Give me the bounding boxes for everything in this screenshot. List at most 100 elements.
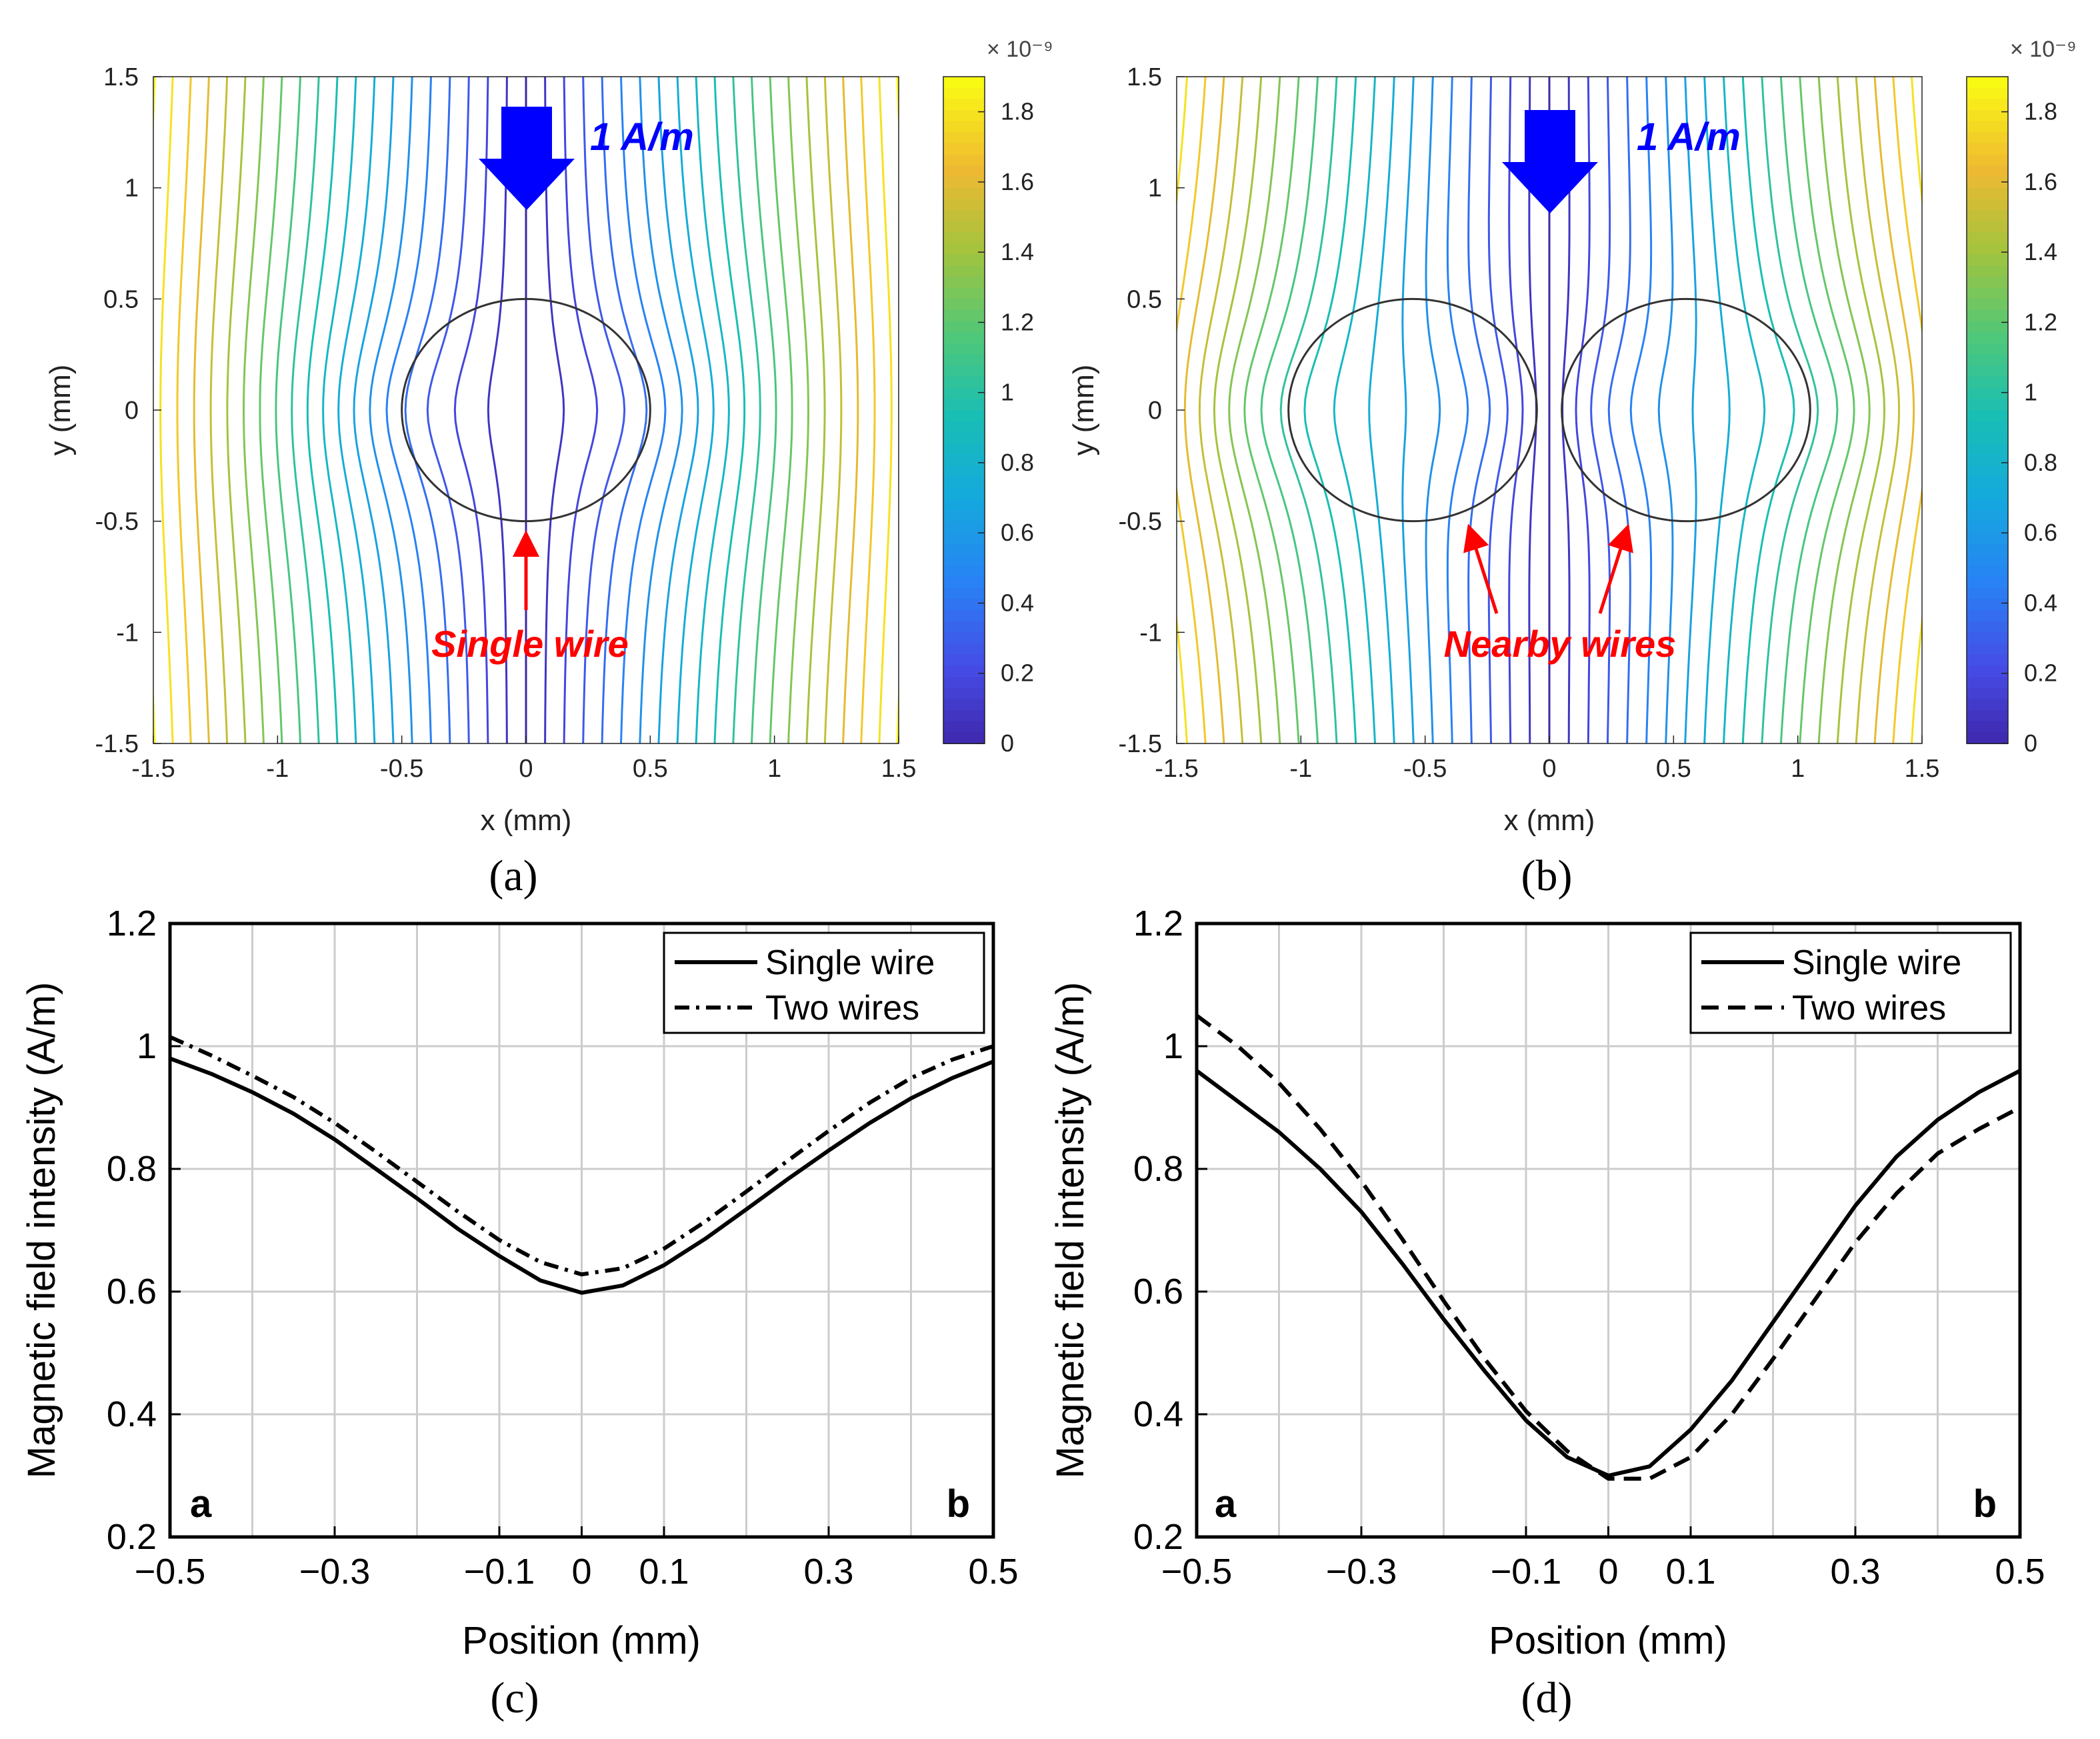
colorbar-cell <box>1967 321 2008 333</box>
contour-line <box>1508 77 1524 743</box>
colorbar-tick-label: 0.4 <box>1001 589 1034 616</box>
colorbar-cell <box>1967 243 2008 255</box>
contour-line <box>1260 77 1319 743</box>
contour-line <box>1303 77 1357 743</box>
contour-line <box>695 77 730 743</box>
x-tick-label: -1.5 <box>1155 755 1198 783</box>
colorbar-cell <box>1967 532 2008 544</box>
colorbar-frame <box>1966 76 2009 744</box>
y-tick-label: 0 <box>125 397 139 425</box>
contour-line <box>426 77 470 743</box>
contour-line <box>1873 77 1915 743</box>
contour-line <box>193 77 210 743</box>
y-tick-label: 1.5 <box>1127 63 1162 91</box>
corner-label-right-d: b <box>1973 1482 1997 1526</box>
x-axis-label-b: x (mm) <box>1504 804 1595 837</box>
line-panel-d: −0.5 −0.3 −0.1 0 0.1 0.3 0.5 0.20.40.60.811.2 … <box>1049 904 2045 1722</box>
contour-line <box>639 77 683 743</box>
colorbar-cell <box>1967 421 2008 433</box>
colorbar-cell <box>1967 277 2008 289</box>
x-ticks-a: -1.5 -1 -0.5 0 0.5 1 1.5 <box>131 735 916 783</box>
caption-c: (c) <box>490 1674 539 1722</box>
colorbar-cell <box>943 499 985 511</box>
contour-line <box>306 77 339 743</box>
colorbar-cell <box>943 154 985 167</box>
x-ticks-b: -1.5 -1 -0.5 0 0.5 1 1.5 <box>1155 735 1939 783</box>
colorbar-cell <box>943 277 985 289</box>
x-tick-label: 0 <box>571 1552 591 1592</box>
wire-outlines-b <box>1287 297 1811 523</box>
colorbar-cell <box>943 299 985 311</box>
x-tick-label: -0.5 <box>380 755 423 783</box>
colorbar-cell <box>943 310 985 322</box>
colorbar-cell <box>1967 577 2008 589</box>
colorbar-cell <box>943 365 985 377</box>
y-tick-label: 1 <box>125 175 139 203</box>
corner-label-left-d: a <box>1215 1482 1237 1526</box>
contour-line <box>878 77 893 743</box>
contour-line <box>1855 77 1901 743</box>
colorbar-cell <box>943 554 985 567</box>
annotation-arrow-b-right <box>1598 523 1633 614</box>
x-axis-label-d: Position (mm) <box>1489 1619 1727 1662</box>
series-c <box>169 1035 995 1295</box>
colorbar-tick-label: 1.8 <box>1001 98 1034 125</box>
colorbar-cell <box>943 332 985 344</box>
y-tick-label: 1.2 <box>1133 904 1183 944</box>
colorbar-tick-label: 0 <box>1001 729 1014 757</box>
colorbar-cell <box>943 721 985 733</box>
colorbar-cell <box>1967 399 2008 411</box>
colorbar-cell <box>1967 677 2008 689</box>
colorbar-cell <box>943 343 985 355</box>
colorbar-tick-label: 0 <box>2024 729 2037 757</box>
y-tick-label: -0.5 <box>95 508 139 536</box>
contour-line <box>1684 77 1697 743</box>
colorbar-cell <box>1967 432 2008 444</box>
colorbar-cell <box>943 654 985 667</box>
y-axis-label-b: y (mm) <box>1067 365 1100 456</box>
x-ticks-d: −0.5 −0.3 −0.1 0 0.1 0.3 0.5 <box>1161 1526 2045 1592</box>
colorbar-cell <box>943 621 985 633</box>
colorbar-cell <box>943 254 985 267</box>
y-tick-label: 1 <box>1163 1026 1183 1066</box>
current-label-a: 1 A/m <box>590 115 694 159</box>
colorbar-cell <box>1967 599 2008 611</box>
x-tick-label: 0.5 <box>1995 1552 2045 1592</box>
colorbar-cell <box>1967 465 2008 477</box>
colorbar-cell <box>1967 265 2008 277</box>
line-panel-c: −0.5 −0.3 −0.1 0 0.1 0.3 0.5 0.20.40.60.811.2 … <box>20 904 1019 1722</box>
colorbar-cell <box>943 399 985 411</box>
contour-line <box>259 77 283 743</box>
colorbar-cell <box>1967 143 2008 155</box>
contour-line <box>1467 77 1491 743</box>
colorbar-cell <box>1967 587 2008 600</box>
colorbar-cell <box>943 199 985 211</box>
colorbar-cell <box>1967 554 2008 567</box>
colorbar-cell <box>943 410 985 422</box>
y-tick-label: 1 <box>137 1026 157 1066</box>
colorbar-cell <box>943 577 985 589</box>
legend-box <box>1689 932 2012 1034</box>
colorbar-tick-label: 0.8 <box>2024 449 2057 476</box>
colorbar-cell <box>1967 87 2008 100</box>
y-ticks-a: -1.5 -1 -0.5 0 0.5 1 1.5 <box>95 63 161 758</box>
y-tick-label: 0.6 <box>107 1272 157 1312</box>
colorbar-cell <box>943 477 985 489</box>
y-tick-label: -1.5 <box>1119 730 1162 758</box>
colorbar-cell <box>943 132 985 144</box>
colorbar-cell <box>943 232 985 244</box>
colorbar-cell <box>1967 610 2008 622</box>
colorbar-cell <box>1967 165 2008 177</box>
contour-line <box>1425 77 1441 743</box>
colorbar-cell <box>943 432 985 444</box>
colorbar-cell <box>1967 99 2008 111</box>
colorbar-cell <box>943 287 985 300</box>
wire-outlines-a <box>401 297 651 523</box>
colorbar-cell <box>1967 77 2008 89</box>
contour-line <box>563 77 599 743</box>
contour-line <box>1177 77 1207 743</box>
contour-line <box>713 77 746 743</box>
contour-line <box>582 77 626 743</box>
x-tick-label: 1 <box>767 755 781 783</box>
contour-line <box>291 77 320 743</box>
